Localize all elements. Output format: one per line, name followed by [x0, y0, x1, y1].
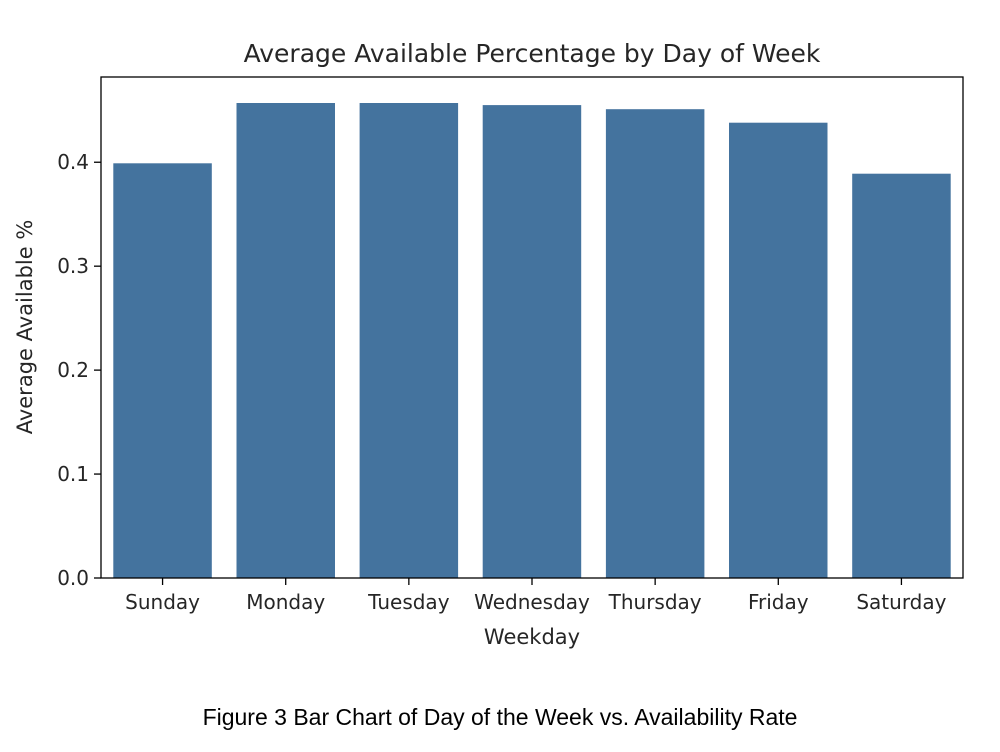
x-tick-label: Saturday — [856, 590, 946, 614]
x-tick-label: Wednesday — [474, 590, 590, 614]
y-tick-label: 0.3 — [57, 254, 89, 278]
x-tick-label: Friday — [748, 590, 809, 614]
x-axis-label: Weekday — [484, 625, 580, 649]
x-axis-ticks: Sunday Monday Tuesday Wednesday Thursday Frid… — [125, 578, 947, 614]
figure-caption: Figure 3 Bar Chart of Day of the Week vs… — [202, 704, 798, 730]
chart-title: Average Available Percentage by Day of W… — [244, 39, 821, 68]
x-tick-label: Thursday — [608, 590, 702, 614]
x-tick-label: Tuesday — [367, 590, 450, 614]
y-tick-label: 0.1 — [57, 462, 89, 486]
bar-saturday — [852, 173, 951, 578]
bars-group — [113, 103, 951, 579]
plot-frame — [100, 76, 964, 579]
x-tick-label: Sunday — [125, 590, 200, 614]
y-tick-label: 0.4 — [57, 150, 89, 174]
bar-friday — [729, 122, 828, 578]
bar-wednesday — [482, 105, 582, 578]
bar-tuesday — [359, 103, 459, 578]
bar-sunday — [113, 163, 212, 579]
y-tick-label: 0.2 — [57, 358, 89, 382]
y-axis-label: Average Available % — [13, 220, 37, 435]
x-tick-label: Monday — [246, 590, 325, 614]
bar-thursday — [605, 109, 705, 578]
y-tick-label: 0.0 — [57, 566, 89, 590]
y-axis-ticks: 0.0 0.1 0.2 0.3 0.4 — [57, 150, 101, 590]
bar-chart: Average Available Percentage by Day of W… — [13, 39, 964, 649]
bar-monday — [236, 103, 335, 578]
